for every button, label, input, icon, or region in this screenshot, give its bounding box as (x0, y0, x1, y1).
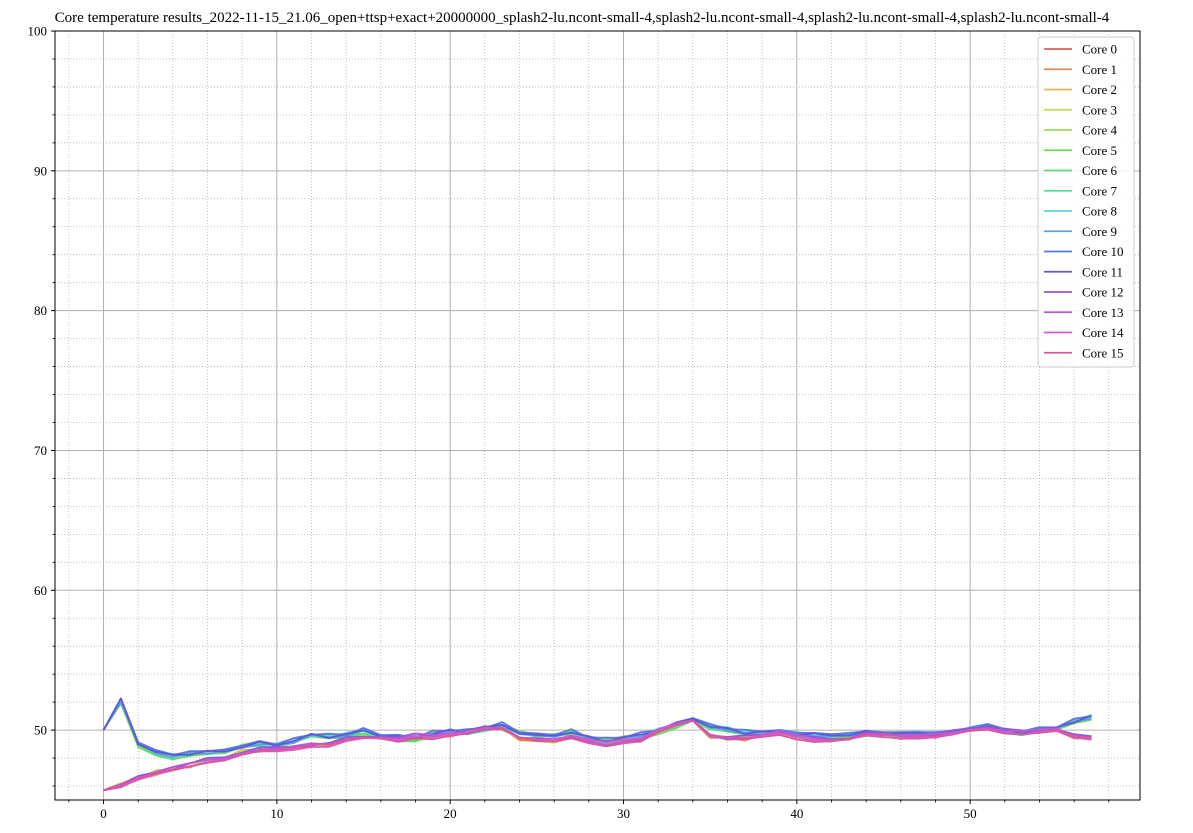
x-tick-label: 0 (100, 806, 107, 821)
series-lines (102, 697, 1092, 792)
y-tick-label: 50 (34, 723, 47, 738)
legend-label: Core 5 (1082, 143, 1117, 158)
series-line-core-13 (103, 719, 1092, 792)
x-tick-label: 50 (964, 806, 977, 821)
legend-label: Core 7 (1082, 183, 1118, 198)
legend-label: Core 2 (1082, 82, 1117, 97)
series-line-core-15 (103, 719, 1092, 792)
legend-label: Core 3 (1082, 102, 1117, 117)
axis-ticks: 0 10 20 30 40 50 50 60 70 80 90 100 (28, 24, 1110, 821)
x-tick-label: 40 (790, 806, 803, 821)
legend-label: Core 1 (1082, 62, 1117, 77)
legend: Core 0 Core 1 Core 2 Core 3 Core 4 Core 5 Core… (1037, 36, 1135, 368)
major-grid (55, 30, 1140, 800)
legend-label: Core 12 (1082, 285, 1124, 300)
legend-label: Core 4 (1082, 123, 1118, 138)
legend-label: Core 0 (1082, 42, 1117, 57)
x-tick-label: 10 (270, 806, 283, 821)
y-tick-label: 70 (34, 443, 47, 458)
legend-label: Core 15 (1082, 345, 1124, 360)
y-tick-label: 80 (34, 303, 47, 318)
plot-frame (54, 30, 1141, 801)
legend-label: Core 6 (1082, 163, 1118, 178)
x-tick-label: 20 (444, 806, 457, 821)
y-tick-label: 60 (34, 583, 47, 598)
legend-label: Core 9 (1082, 224, 1117, 239)
minor-grid (55, 31, 1140, 800)
y-tick-label: 100 (28, 24, 48, 39)
chart-title: Core temperature results_2022-11-15_21.0… (55, 10, 1110, 26)
x-tick-label: 30 (617, 806, 630, 821)
series-line-core-10 (102, 697, 1092, 756)
legend-label: Core 8 (1082, 204, 1117, 219)
legend-box (1037, 36, 1135, 368)
series-line-core-2 (103, 717, 1092, 792)
legend-label: Core 10 (1082, 244, 1124, 259)
y-tick-label: 90 (34, 163, 47, 178)
legend-label: Core 14 (1082, 325, 1124, 340)
legend-label: Core 11 (1082, 264, 1123, 279)
legend-label: Core 13 (1082, 305, 1124, 320)
